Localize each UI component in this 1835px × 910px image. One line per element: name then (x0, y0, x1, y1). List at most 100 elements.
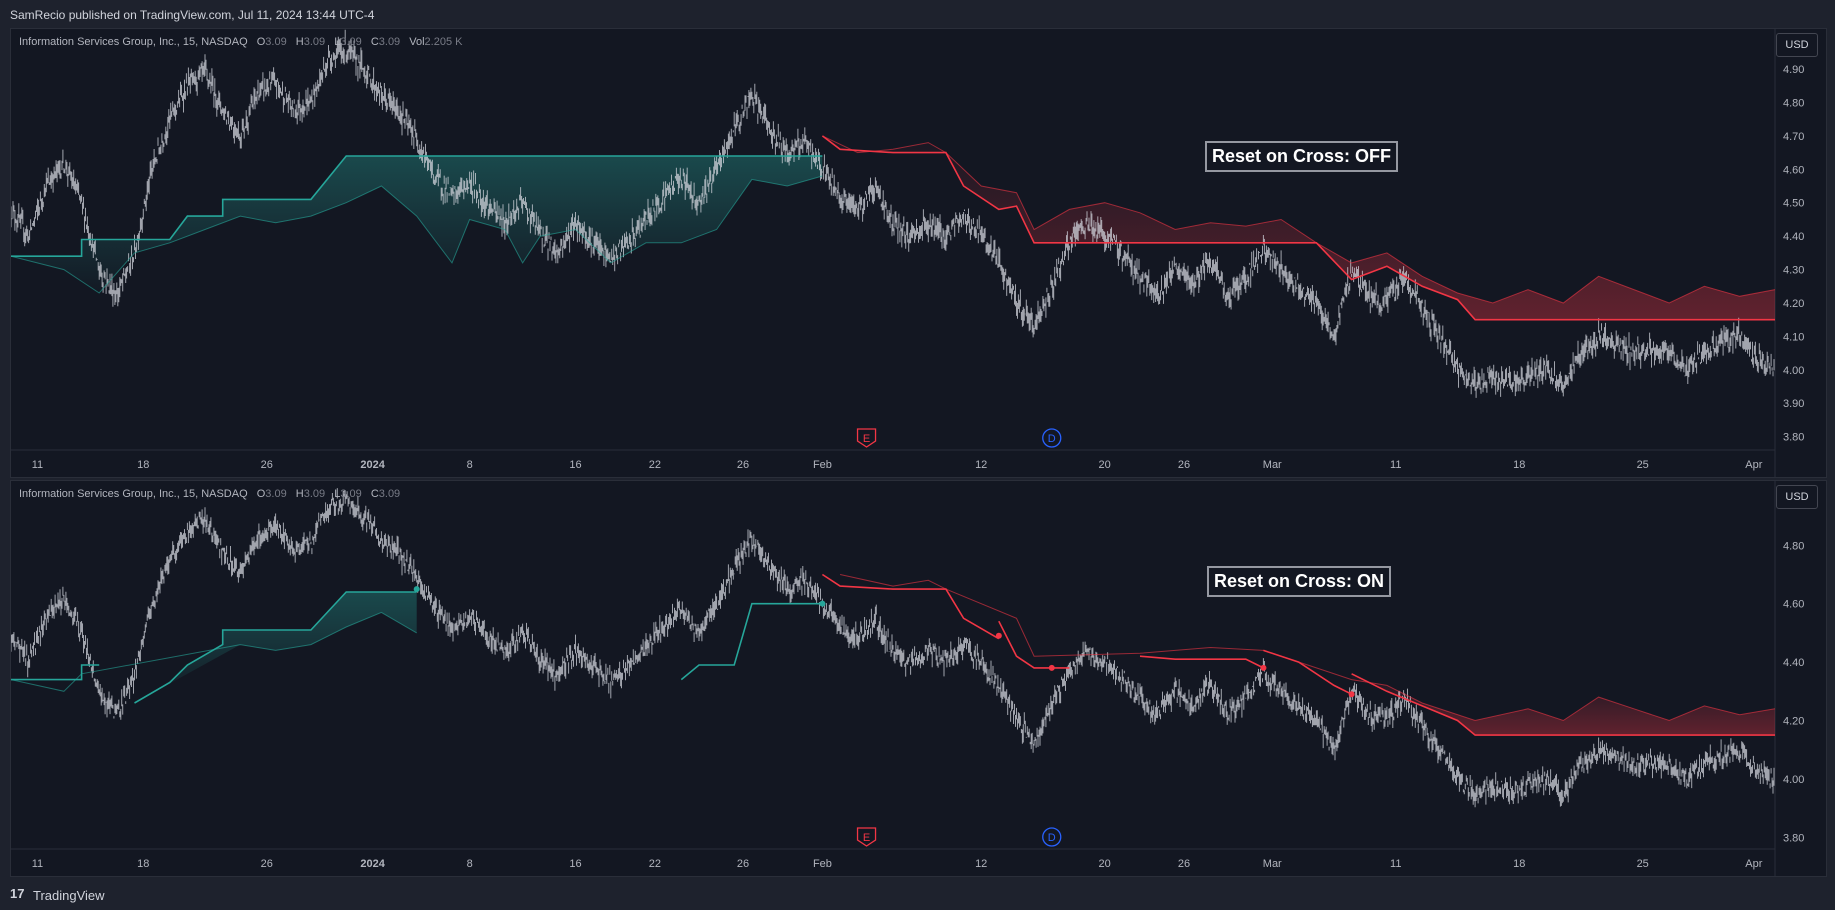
price-tick-label: 4.40 (1783, 231, 1804, 243)
time-tick-label: Feb (813, 459, 832, 471)
legend-open: 3.09 (265, 36, 287, 48)
cross-marker (1260, 664, 1267, 671)
resistance-band-line (839, 574, 1776, 722)
legend-volume: 2.205 K (424, 36, 463, 48)
currency-button-1[interactable]: USD (1776, 33, 1818, 57)
plot-background (11, 29, 1826, 477)
chart-pane-2[interactable]: 3.80 4.00 4.20 4.40 4.60 4.80 11 18 26 2024 8 16 22 2… (10, 480, 1827, 877)
legend-close: 3.09 (378, 488, 401, 500)
legend-close-key: C (370, 36, 379, 48)
earnings-label: E (863, 832, 870, 844)
publisher-bar: SamRecio published on TradingView.com, J… (0, 0, 1835, 28)
legend-low-key: L (334, 36, 341, 48)
support-band-line (11, 175, 823, 294)
legend-symbol: Information Services Group, Inc., 15, NA… (19, 36, 248, 48)
cross-marker (413, 586, 420, 593)
price-tick-label: 3.80 (1783, 832, 1804, 844)
price-tick-label: 4.00 (1783, 365, 1804, 377)
resistance-fill (822, 135, 1775, 320)
time-tick-label: 12 (975, 858, 987, 870)
resistance-level-line (821, 135, 1775, 321)
time-tick-label: 11 (1390, 858, 1401, 870)
tradingview-logo-icon[interactable]: 17 (10, 886, 25, 901)
price-tick-label: 3.80 (1783, 432, 1804, 444)
time-tick-label: Mar (1263, 459, 1282, 471)
legend-symbol: Information Services Group, Inc., 15, NA… (19, 488, 248, 500)
time-tick-label: 16 (569, 459, 581, 471)
legend-open-key: O (256, 36, 266, 48)
time-tick-label: 18 (137, 858, 149, 870)
support-level-1-line (11, 664, 100, 681)
dividend-icon (1042, 827, 1062, 847)
dividend-label: D (1048, 832, 1056, 844)
legend-low-key: L (334, 488, 341, 500)
time-tick-label: 20 (1099, 459, 1111, 471)
legend-open: 3.09 (265, 488, 287, 500)
price-tick-label: 4.80 (1783, 540, 1804, 552)
time-tick-label: 26 (1178, 858, 1190, 870)
legend-high-key: H (295, 488, 304, 500)
legend-close: 3.09 (378, 36, 401, 48)
time-tick-label: 8 (467, 858, 473, 870)
time-tick-label: 25 (1637, 858, 1649, 870)
tradingview-brand[interactable]: TradingView (33, 888, 105, 903)
cross-marker (1348, 691, 1355, 698)
price-tick-label: 4.50 (1783, 198, 1804, 210)
time-tick-label: 26 (261, 459, 273, 471)
cross-marker (1048, 664, 1055, 671)
resistance-level-1-line (821, 573, 1000, 640)
price-tick-label: 4.00 (1783, 774, 1804, 786)
support-fill (134, 592, 417, 703)
time-tick-label: Apr (1745, 459, 1762, 471)
time-tick-label: 26 (1178, 459, 1190, 471)
price-tick-label: 4.40 (1783, 657, 1804, 669)
resistance-level-5-line (1351, 673, 1775, 736)
price-tick-label: 4.20 (1783, 715, 1804, 727)
time-tick-label: 11 (32, 459, 43, 471)
price-bars (11, 29, 1775, 398)
currency-button-2[interactable]: USD (1776, 485, 1818, 509)
price-tick-label: 3.90 (1783, 398, 1804, 410)
price-tick-label: 4.60 (1783, 164, 1804, 176)
legend-2: Information Services Group, Inc., 15, NA… (19, 488, 400, 500)
time-tick-label: Mar (1263, 858, 1282, 870)
legend-high: 3.09 (303, 36, 326, 48)
time-tick-label: 11 (32, 858, 43, 870)
time-tick-label: Feb (813, 858, 832, 870)
chart-canvas-2[interactable]: 3.80 4.00 4.20 4.40 4.60 4.80 11 18 26 2024 8 16 22 2… (11, 481, 1826, 876)
time-tick-label: 12 (975, 459, 987, 471)
chart-pane-1[interactable]: 3.80 3.90 4.00 4.10 4.20 4.30 4.40 4.50 4.60 4.70… (10, 28, 1827, 478)
annotation-reset-off: Reset on Cross: OFF (1205, 141, 1399, 172)
support-level-line (11, 155, 823, 257)
time-tick-label: 2024 (360, 858, 385, 870)
publisher-text: SamRecio published on TradingView.com, J… (10, 8, 375, 22)
price-tick-label: 4.60 (1783, 599, 1804, 611)
price-tick-label: 4.90 (1783, 64, 1804, 76)
time-tick-label: 16 (569, 858, 581, 870)
time-tick-label: 22 (649, 459, 661, 471)
plot-background (11, 481, 1826, 876)
footer-bar: 17 TradingView (0, 882, 1835, 910)
price-tick-label: 4.10 (1783, 331, 1804, 343)
annotation-reset-on: Reset on Cross: ON (1207, 566, 1392, 597)
chart-canvas-1[interactable]: 3.80 3.90 4.00 4.10 4.20 4.30 4.40 4.50 4.60 4.70… (11, 29, 1826, 477)
resistance-band-line (822, 135, 1776, 304)
support-band-line (11, 611, 417, 692)
time-tick-label: 20 (1099, 858, 1111, 870)
time-tick-label: 26 (261, 858, 273, 870)
time-tick-label: Apr (1745, 858, 1762, 870)
legend-volume-key: Vol (409, 36, 425, 48)
price-bars (11, 488, 1775, 808)
legend-low: 3.09 (340, 36, 362, 48)
time-tick-label: 18 (1513, 858, 1525, 870)
time-tick-label: 2024 (360, 459, 385, 471)
support-level-3-line (680, 602, 823, 681)
time-tick-label: 18 (137, 459, 149, 471)
time-tick-label: 26 (737, 858, 749, 870)
time-tick-label: 18 (1513, 459, 1525, 471)
price-tick-label: 4.20 (1783, 298, 1804, 310)
price-tick-label: 4.80 (1783, 98, 1804, 110)
earnings-icon (856, 827, 877, 847)
time-tick-label: 25 (1637, 459, 1649, 471)
resistance-level-3-line (1139, 655, 1264, 669)
